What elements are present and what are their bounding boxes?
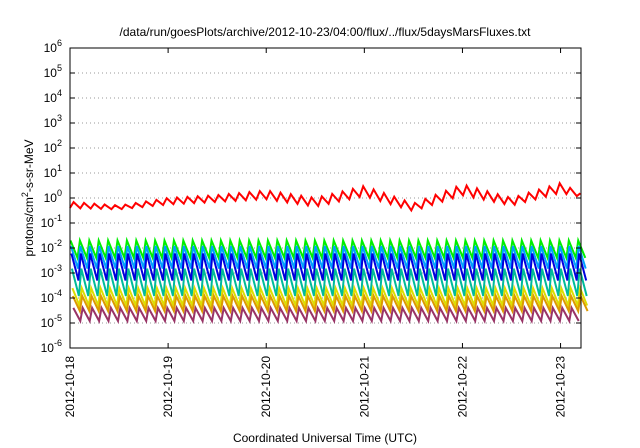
x-axis: 2012-10-18 2012-10-19 2012-10-20 2012-10-21… [63, 48, 568, 417]
x-tick-label: 2012-10-19 [161, 356, 175, 418]
chart-title: /data/run/goesPlots/archive/2012-10-23/0… [120, 25, 532, 39]
x-axis-label: Coordinated Universal Time (UTC) [233, 431, 417, 445]
series-line [71, 292, 589, 315]
y-tick-label: 100 [44, 188, 62, 205]
series-line [69, 236, 587, 262]
y-axis: 106 105 104 103 102 101 100 10-1 10-2 10-3 10-4 10-… [41, 38, 581, 355]
y-tick-label: 103 [44, 113, 62, 130]
y-tick-label: 104 [44, 88, 62, 105]
series-line [69, 180, 582, 213]
y-tick-label: 102 [44, 138, 62, 155]
y-tick-label: 10-4 [41, 288, 62, 305]
x-tick-label: 2012-10-20 [259, 356, 273, 418]
series-line [71, 284, 589, 310]
y-tick-label: 106 [44, 38, 62, 55]
x-tick-label: 2012-10-22 [455, 356, 469, 418]
y-tick-label: 10-6 [41, 338, 62, 355]
y-tick-label: 10-2 [41, 238, 62, 255]
series-line [69, 245, 587, 269]
y-tick-label: 10-1 [41, 213, 62, 230]
y-tick-label: 10-5 [41, 313, 62, 330]
y-tick-label: 10-3 [41, 263, 62, 280]
y-axis-label: protons/cm2-s-sr-MeV [20, 139, 36, 256]
series-line [70, 253, 588, 281]
x-tick-label: 2012-10-23 [554, 356, 568, 418]
x-tick-label: 2012-10-21 [357, 356, 371, 418]
y-tick-label: 101 [44, 163, 62, 180]
series-line [70, 268, 588, 297]
series-group [69, 180, 589, 325]
y-tick-label: 105 [44, 63, 62, 80]
x-tick-label: 2012-10-18 [63, 356, 77, 418]
series-line [72, 304, 580, 325]
